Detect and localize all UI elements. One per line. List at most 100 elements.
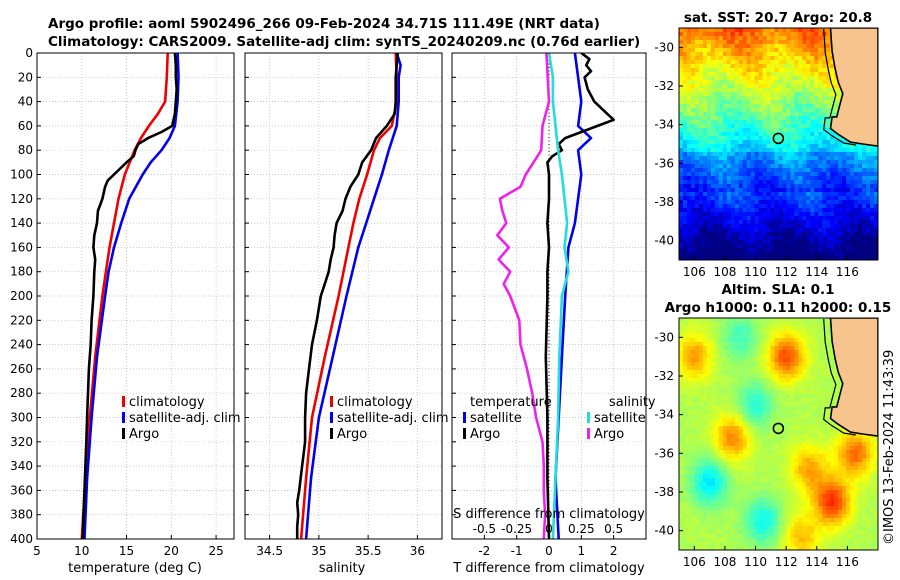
y-tick-label: 240 <box>10 338 33 352</box>
land-mass <box>829 28 878 147</box>
legend-swatch-t-argo <box>463 428 466 439</box>
temperature-xlabel: temperature (deg C) <box>68 561 202 576</box>
isobath-contour <box>823 318 856 436</box>
y-tick-label: 200 <box>10 289 33 303</box>
x-tick-label: 35 <box>311 544 326 558</box>
argo-position-marker <box>772 422 785 435</box>
lat-tick-label: -38 <box>654 195 674 209</box>
legend-header-salinity: salinity <box>609 395 656 410</box>
y-tick-label: 60 <box>18 119 33 133</box>
map-frame <box>678 27 879 261</box>
imos-timestamp: ©IMOS 13-Feb-2024 11:43:39 <box>882 350 897 545</box>
lon-tick-label: 108 <box>713 555 736 569</box>
y-tick-label: 180 <box>10 265 33 279</box>
s-tick-label: -0.5 <box>473 522 496 536</box>
land-mass <box>829 318 878 437</box>
y-tick-label: 260 <box>10 362 33 376</box>
legend-label-s-satellite: satellite <box>594 411 646 426</box>
legend-label-climatology: climatology <box>129 395 205 410</box>
sla-map: 106 108 110 112 114 116 -30 -32 -34 -36 -38 -40 <box>654 317 879 569</box>
series-line-satellite-adj-clim <box>83 53 180 539</box>
series-line-t-argo <box>544 53 616 539</box>
sla-map-title2: Argo h1000: 0.11 h2000: 0.15 <box>665 300 892 316</box>
legend-label-argo: Argo <box>337 427 367 442</box>
lat-tick-label: -34 <box>654 408 674 422</box>
lon-tick-label: 110 <box>744 555 767 569</box>
lat-tick-label: -32 <box>654 369 674 383</box>
x-tick-label: 2 <box>610 544 618 558</box>
map-frame <box>678 317 879 551</box>
sdiff-axis-label: S difference from climatology <box>453 507 645 522</box>
lon-tick-label: 114 <box>805 555 828 569</box>
y-tick-label: 100 <box>10 168 33 182</box>
lat-tick-label: -36 <box>654 446 674 460</box>
legend-label-satellite-adj: satellite-adj. clim <box>337 411 449 426</box>
legend-label-argo: Argo <box>129 427 159 442</box>
lon-tick-label: 108 <box>713 265 736 279</box>
plot-area <box>37 53 234 539</box>
y-tick-label: 160 <box>10 240 33 254</box>
y-tick-label: 140 <box>10 216 33 230</box>
x-tick-label: -2 <box>478 544 490 558</box>
figure-title-line1: Argo profile: aoml 5902496_266 09-Feb-20… <box>48 16 600 32</box>
isobath-contour <box>823 28 856 146</box>
y-tick-label: 340 <box>10 459 33 473</box>
legend-swatch-satellite-adj <box>330 412 333 423</box>
legend-swatch-s-satellite <box>587 412 590 423</box>
x-tick-label: 10 <box>74 544 89 558</box>
legend-header-temperature: temperature <box>470 395 552 410</box>
lon-tick-label: 116 <box>836 555 859 569</box>
x-tick-label: 1 <box>578 544 586 558</box>
lat-tick-label: -30 <box>654 330 674 344</box>
x-tick-label: -1 <box>511 544 523 558</box>
x-tick-label: 20 <box>164 544 179 558</box>
salinity-legend: climatology satellite-adj. clim Argo <box>330 395 449 442</box>
lon-tick-label: 112 <box>775 265 798 279</box>
series-line-argo <box>295 53 399 539</box>
lat-tick-label: -34 <box>654 118 674 132</box>
difference-legend: temperature satellite Argo salinity sate… <box>463 395 656 442</box>
tdiff-xlabel: T difference from climatology <box>452 561 645 576</box>
legend-swatch-climatology <box>330 396 333 407</box>
legend-swatch-argo <box>122 428 125 439</box>
sst-map: 106 108 110 112 114 116 -30 -32 -34 -36 -38 -40 <box>654 27 879 279</box>
lat-tick-label: -30 <box>654 40 674 54</box>
s-tick-label: 0 <box>545 522 553 536</box>
legend-swatch-s-argo <box>587 428 590 439</box>
x-tick-label: 36 <box>410 544 425 558</box>
x-tick-label: 15 <box>119 544 134 558</box>
plot-area <box>245 53 442 539</box>
lon-tick-label: 116 <box>836 265 859 279</box>
figure-title-line2: Climatology: CARS2009. Satellite-adj cli… <box>48 34 640 50</box>
legend-label-s-argo: Argo <box>594 427 624 442</box>
lon-tick-label: 114 <box>805 265 828 279</box>
y-tick-label: 80 <box>18 143 33 157</box>
lat-tick-label: -36 <box>654 156 674 170</box>
x-tick-label: 5 <box>33 544 41 558</box>
y-tick-label: 300 <box>10 411 33 425</box>
y-tick-label: 400 <box>10 532 33 546</box>
y-tick-label: 360 <box>10 483 33 497</box>
x-tick-label: 35.5 <box>355 544 382 558</box>
x-tick-label: 34.5 <box>256 544 283 558</box>
legend-label-satellite-adj: satellite-adj. clim <box>129 411 241 426</box>
lat-tick-label: -32 <box>654 79 674 93</box>
sst-map-title: sat. SST: 20.7 Argo: 20.8 <box>684 10 872 26</box>
series-line-climatology <box>80 53 169 539</box>
x-tick-label: 0 <box>545 544 553 558</box>
sla-map-title1: Altim. SLA: 0.1 <box>721 282 834 298</box>
x-tick-label: 25 <box>208 544 223 558</box>
argo-position-marker <box>772 132 785 145</box>
lon-tick-label: 106 <box>683 555 706 569</box>
y-tick-label: 120 <box>10 192 33 206</box>
y-tick-label: 40 <box>18 95 33 109</box>
s-tick-label: 0.25 <box>568 522 595 536</box>
y-tick-label: 0 <box>25 46 33 60</box>
lat-tick-label: -40 <box>654 524 674 538</box>
lat-tick-label: -40 <box>654 234 674 248</box>
y-tick-label: 280 <box>10 386 33 400</box>
legend-swatch-satellite-adj <box>122 412 125 423</box>
legend-swatch-argo <box>330 428 333 439</box>
salinity-xlabel: salinity <box>319 561 366 576</box>
